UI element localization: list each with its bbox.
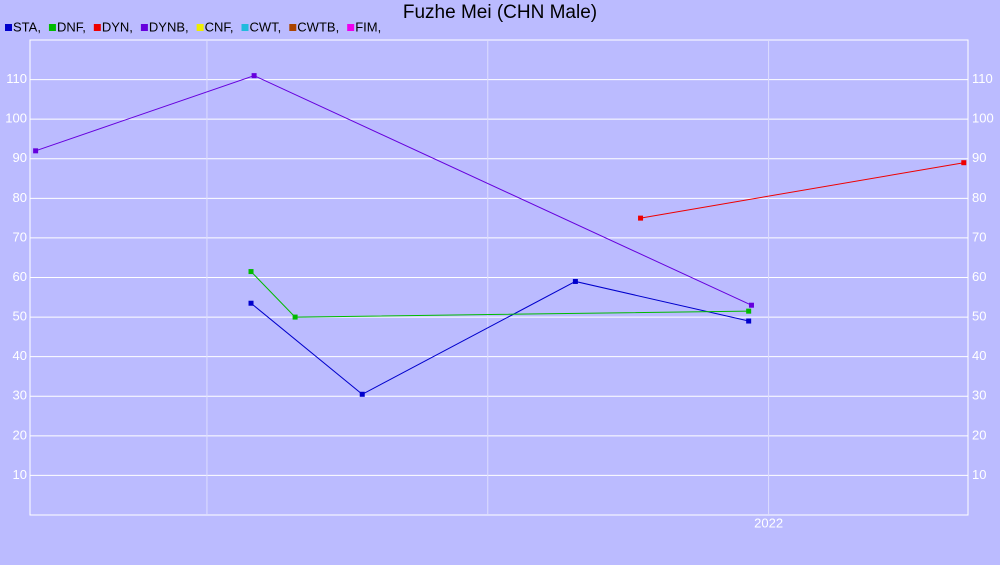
series-line [640,162,964,219]
legend-label: DNF, [57,19,86,34]
legend-swatch [241,24,249,31]
x-tick-label: 2022 [754,515,783,530]
series-line [250,280,749,395]
y-tick-label: 10 [13,467,27,482]
legend-label: CWTB, [297,19,339,34]
legend-swatch [289,24,297,31]
y-tick-label: 50 [13,309,27,324]
point [961,160,967,166]
y2-tick-label: 110 [972,71,993,86]
legend-label: DYNB, [149,19,189,34]
y2-tick-label: 10 [972,467,986,482]
point [748,302,754,308]
point [248,269,254,275]
y-tick-label: 60 [13,269,27,284]
point [292,314,298,320]
y2-tick-label: 100 [972,111,994,126]
y-tick-label: 90 [13,150,27,165]
y2-tick-label: 20 [972,427,986,442]
y-tick-label: 110 [6,71,27,86]
legend-label: STA, [13,19,41,34]
point [33,148,39,154]
legend-label: CNF, [205,19,234,34]
y2-tick-label: 40 [972,348,986,363]
legend-label: DYN, [102,19,133,34]
y-tick-label: 100 [5,111,27,126]
point [248,300,254,306]
y2-tick-label: 30 [972,388,986,403]
y-tick-label: 40 [13,348,27,363]
point [746,318,752,324]
legend-swatch [48,24,56,31]
y2-tick-label: 70 [972,229,986,244]
y2-tick-label: 80 [972,190,986,205]
y-tick-label: 30 [13,388,27,403]
y2-tick-label: 50 [972,309,986,324]
y-tick-label: 20 [13,427,27,442]
legend-swatch [140,24,148,31]
point [638,215,644,221]
y-tick-label: 70 [13,229,27,244]
point [572,278,578,284]
point [251,73,257,79]
legend-label: CWT, [250,19,282,34]
legend-swatch [347,24,355,31]
y2-tick-label: 60 [972,269,986,284]
legend-swatch [196,24,204,31]
point [746,308,752,314]
chart-title: Fuzhe Mei (CHN Male) [403,2,597,23]
legend-label: FIM, [355,19,381,34]
y2-tick-label: 90 [972,150,986,165]
legend-swatch [93,24,101,31]
y-tick-label: 80 [13,190,27,205]
legend-swatch [5,24,12,31]
point [359,391,365,397]
